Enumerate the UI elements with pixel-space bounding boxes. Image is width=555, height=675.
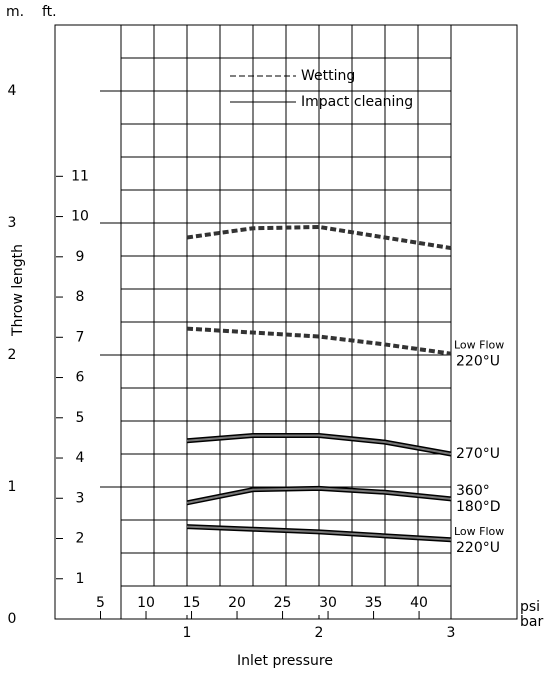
series-line-inner — [186, 525, 452, 541]
series-line-inner — [186, 434, 452, 455]
y-tick-label: 2 — [8, 347, 17, 363]
x2-tick-label: 30 — [319, 595, 337, 611]
y-tick-label: 4 — [8, 83, 17, 99]
legend-bg — [222, 60, 445, 115]
x2-tick-label: 15 — [183, 595, 201, 611]
series-line — [186, 224, 452, 251]
x2-tick-label: 25 — [274, 595, 292, 611]
legend-label: Impact cleaning — [301, 94, 413, 110]
series-label: 180°D — [456, 499, 501, 515]
y2-tick-label: 6 — [76, 370, 85, 386]
x-tick-label: 2 — [315, 625, 324, 641]
x-axis-title: Inlet pressure — [237, 653, 333, 669]
y-tick-label: 1 — [8, 479, 17, 495]
series-line — [186, 326, 452, 356]
x-tick-label: 3 — [447, 625, 456, 641]
x2-tick-label: 5 — [96, 595, 105, 611]
y2-tick-label: 10 — [71, 209, 89, 225]
x2-tick-label: 35 — [365, 595, 383, 611]
series-label: Low Flow — [454, 525, 504, 538]
y2-tick-label: 7 — [76, 329, 85, 345]
y2-tick-label: 1 — [76, 571, 85, 587]
y2-tick-label: 11 — [71, 168, 89, 184]
series-line-inner — [186, 487, 452, 504]
series-label: 220°U — [456, 354, 500, 370]
y-axis-title: Throw length — [10, 244, 26, 337]
y2-tick-label: 8 — [76, 289, 85, 305]
y2-tick-label: 9 — [76, 249, 85, 265]
x2-tick-label: 40 — [410, 595, 428, 611]
x2-unit: psi — [520, 599, 540, 615]
x-unit: bar — [520, 614, 543, 630]
series-label: 360° — [456, 483, 490, 499]
legend-label: Wetting — [301, 68, 355, 84]
x2-tick-label: 20 — [228, 595, 246, 611]
series-label: Low Flow — [454, 339, 504, 352]
x2-tick-label: 10 — [137, 595, 155, 611]
y-unit: m. — [6, 4, 24, 20]
series-label: 220°U — [456, 540, 500, 556]
y-tick-label: 3 — [8, 215, 17, 231]
series-label: 270°U — [456, 446, 500, 462]
y-tick-label: 0 — [8, 611, 17, 627]
x-tick-label: 1 — [183, 625, 192, 641]
y2-unit: ft. — [42, 4, 57, 20]
y2-tick-label: 4 — [76, 450, 85, 466]
y2-tick-label: 5 — [76, 410, 85, 426]
y2-tick-label: 3 — [76, 490, 85, 506]
y2-tick-label: 2 — [76, 531, 85, 547]
